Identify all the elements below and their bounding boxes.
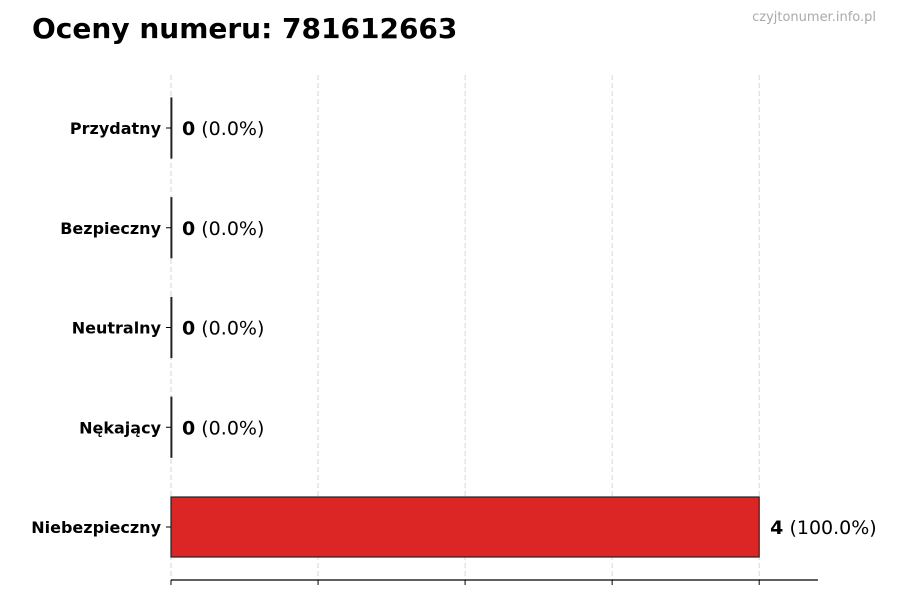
value-percent: (0.0%) xyxy=(195,118,264,140)
category-label: Bezpieczny xyxy=(60,219,161,238)
bar xyxy=(170,197,173,259)
chart-title: Oceny numeru: 781612663 xyxy=(32,12,458,45)
category-label: Neutralny xyxy=(72,319,162,338)
bar xyxy=(170,97,173,159)
bar xyxy=(170,496,760,558)
bar xyxy=(170,296,173,359)
value-count: 0 xyxy=(182,118,195,140)
value-label: 0 (0.0%) xyxy=(182,417,264,439)
value-count: 0 xyxy=(182,318,195,340)
value-label: 0 (0.0%) xyxy=(182,218,264,240)
bar xyxy=(170,396,173,458)
value-count: 0 xyxy=(182,218,195,240)
category-label: Nękający xyxy=(79,418,161,437)
value-percent: (0.0%) xyxy=(195,218,264,240)
value-label: 0 (0.0%) xyxy=(182,318,264,340)
category-label: Przydatny xyxy=(70,119,162,138)
value-percent: (100.0%) xyxy=(783,517,876,539)
value-count: 4 xyxy=(770,517,783,539)
value-percent: (0.0%) xyxy=(195,417,264,439)
value-label: 4 (100.0%) xyxy=(770,517,877,539)
watermark: czyjtonumer.info.pl xyxy=(752,10,876,25)
value-percent: (0.0%) xyxy=(195,318,264,340)
value-count: 0 xyxy=(182,417,195,439)
category-label: Niebezpieczny xyxy=(31,518,161,537)
value-label: 0 (0.0%) xyxy=(182,118,264,140)
